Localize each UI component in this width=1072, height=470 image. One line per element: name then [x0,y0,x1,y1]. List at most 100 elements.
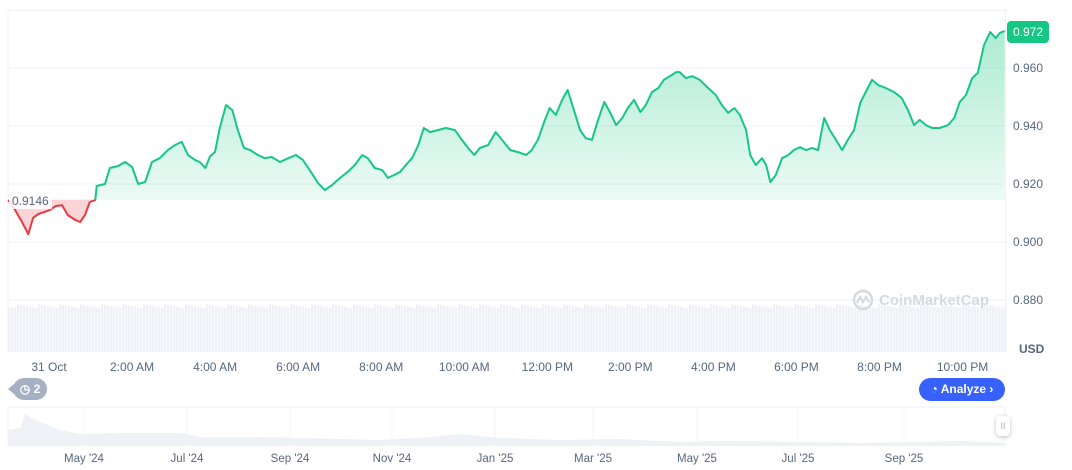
volume-bar [500,304,503,352]
volume-bar [437,304,440,352]
volume-bar [182,308,185,352]
volume-bar [890,306,893,352]
x-tick-label: 6:00 PM [774,360,819,374]
volume-bar [50,306,53,352]
volume-bar [53,307,56,352]
volume-bar [212,305,215,352]
volume-bar [269,304,272,352]
volume-bar [443,305,446,352]
volume-bar [635,306,638,352]
volume-bar [995,306,998,352]
volume-bar [551,306,554,352]
volume-bar [101,304,104,352]
currency-unit-label: USD [1019,342,1045,356]
volume-bar [320,306,323,352]
volume-bar [965,305,968,352]
volume-bar [956,307,959,352]
volume-bar [689,304,692,352]
volume-bar [446,306,449,352]
volume-bar [998,307,1001,352]
volume-bar [503,305,506,352]
volume-bar [38,304,41,352]
volume-bar [200,307,203,352]
volume-bar [809,307,812,352]
volume-bar [20,305,23,352]
analyze-button[interactable]: ◔ Analyze › [919,378,1005,401]
volume-bar [692,305,695,352]
volume-bar [944,305,947,352]
volume-bar [902,305,905,352]
volume-bar [395,304,398,352]
volume-bar [590,305,593,352]
volume-bar [245,308,248,352]
navigator-label: May '25 [677,453,717,465]
volume-bar [791,308,794,352]
navigator-handle[interactable]: II [996,416,1010,436]
volume-bar [461,305,464,352]
baseline-price-label: 0.9146 [9,193,52,209]
volume-bar [983,304,986,352]
volume-bar [734,305,737,352]
history-button[interactable]: ◷ 2 [8,378,47,400]
volume-bar [1004,304,1007,352]
volume-bar [221,307,224,352]
x-tick-label: 4:00 AM [193,360,238,374]
volume-bar [86,305,89,352]
volume-bar [473,307,476,352]
volume-bar [179,307,182,352]
volume-bar [668,304,671,352]
volume-bar [161,308,164,352]
volume-bar [992,306,995,352]
volume-bar [350,308,353,352]
volume-bar [743,306,746,352]
grid-line-top [8,10,1005,11]
volume-bar [740,306,743,352]
volume-bar [47,306,50,352]
volume-bar [356,305,359,352]
y-tick-label: 0.940 [1013,119,1044,133]
volume-bar [14,308,17,352]
volume-bar [329,308,332,352]
y-tick-label: 0.900 [1013,235,1044,249]
y-tick-label: 0.880 [1013,293,1044,307]
volume-bar [371,308,374,352]
volume-bar [392,308,395,352]
volume-bar [896,308,899,352]
volume-bar [572,306,575,352]
volume-bar [440,305,443,352]
volume-bar [1001,308,1004,352]
volume-bar [968,305,971,352]
volume-bar [542,304,545,352]
volume-bar [812,308,815,352]
volume-bar [899,304,902,352]
volume-bar [674,305,677,352]
volume-bar [311,304,314,352]
volume-bar [449,306,452,352]
volume-bar [152,306,155,352]
volume-bar [725,307,728,352]
volume-bar [611,305,614,352]
volume-bar [317,305,320,352]
volume-bar [458,304,461,352]
volume-bar [776,305,779,352]
volume-bar [62,305,65,352]
volume-bars [8,304,1007,352]
volume-bar [176,306,179,352]
volume-bar [278,306,281,352]
volume-bar [236,306,239,352]
volume-bar [569,305,572,352]
volume-bar [26,306,29,352]
volume-bar [128,305,131,352]
volume-bar [296,305,299,352]
volume-bar [704,307,707,352]
volume-bar [515,307,518,352]
volume-bar [833,308,836,352]
volume-bar [716,305,719,352]
volume-bar [185,304,188,352]
volume-bar [665,308,668,352]
volume-bar [113,306,116,352]
volume-bar [314,305,317,352]
volume-bar [263,307,266,352]
volume-bar [365,306,368,352]
